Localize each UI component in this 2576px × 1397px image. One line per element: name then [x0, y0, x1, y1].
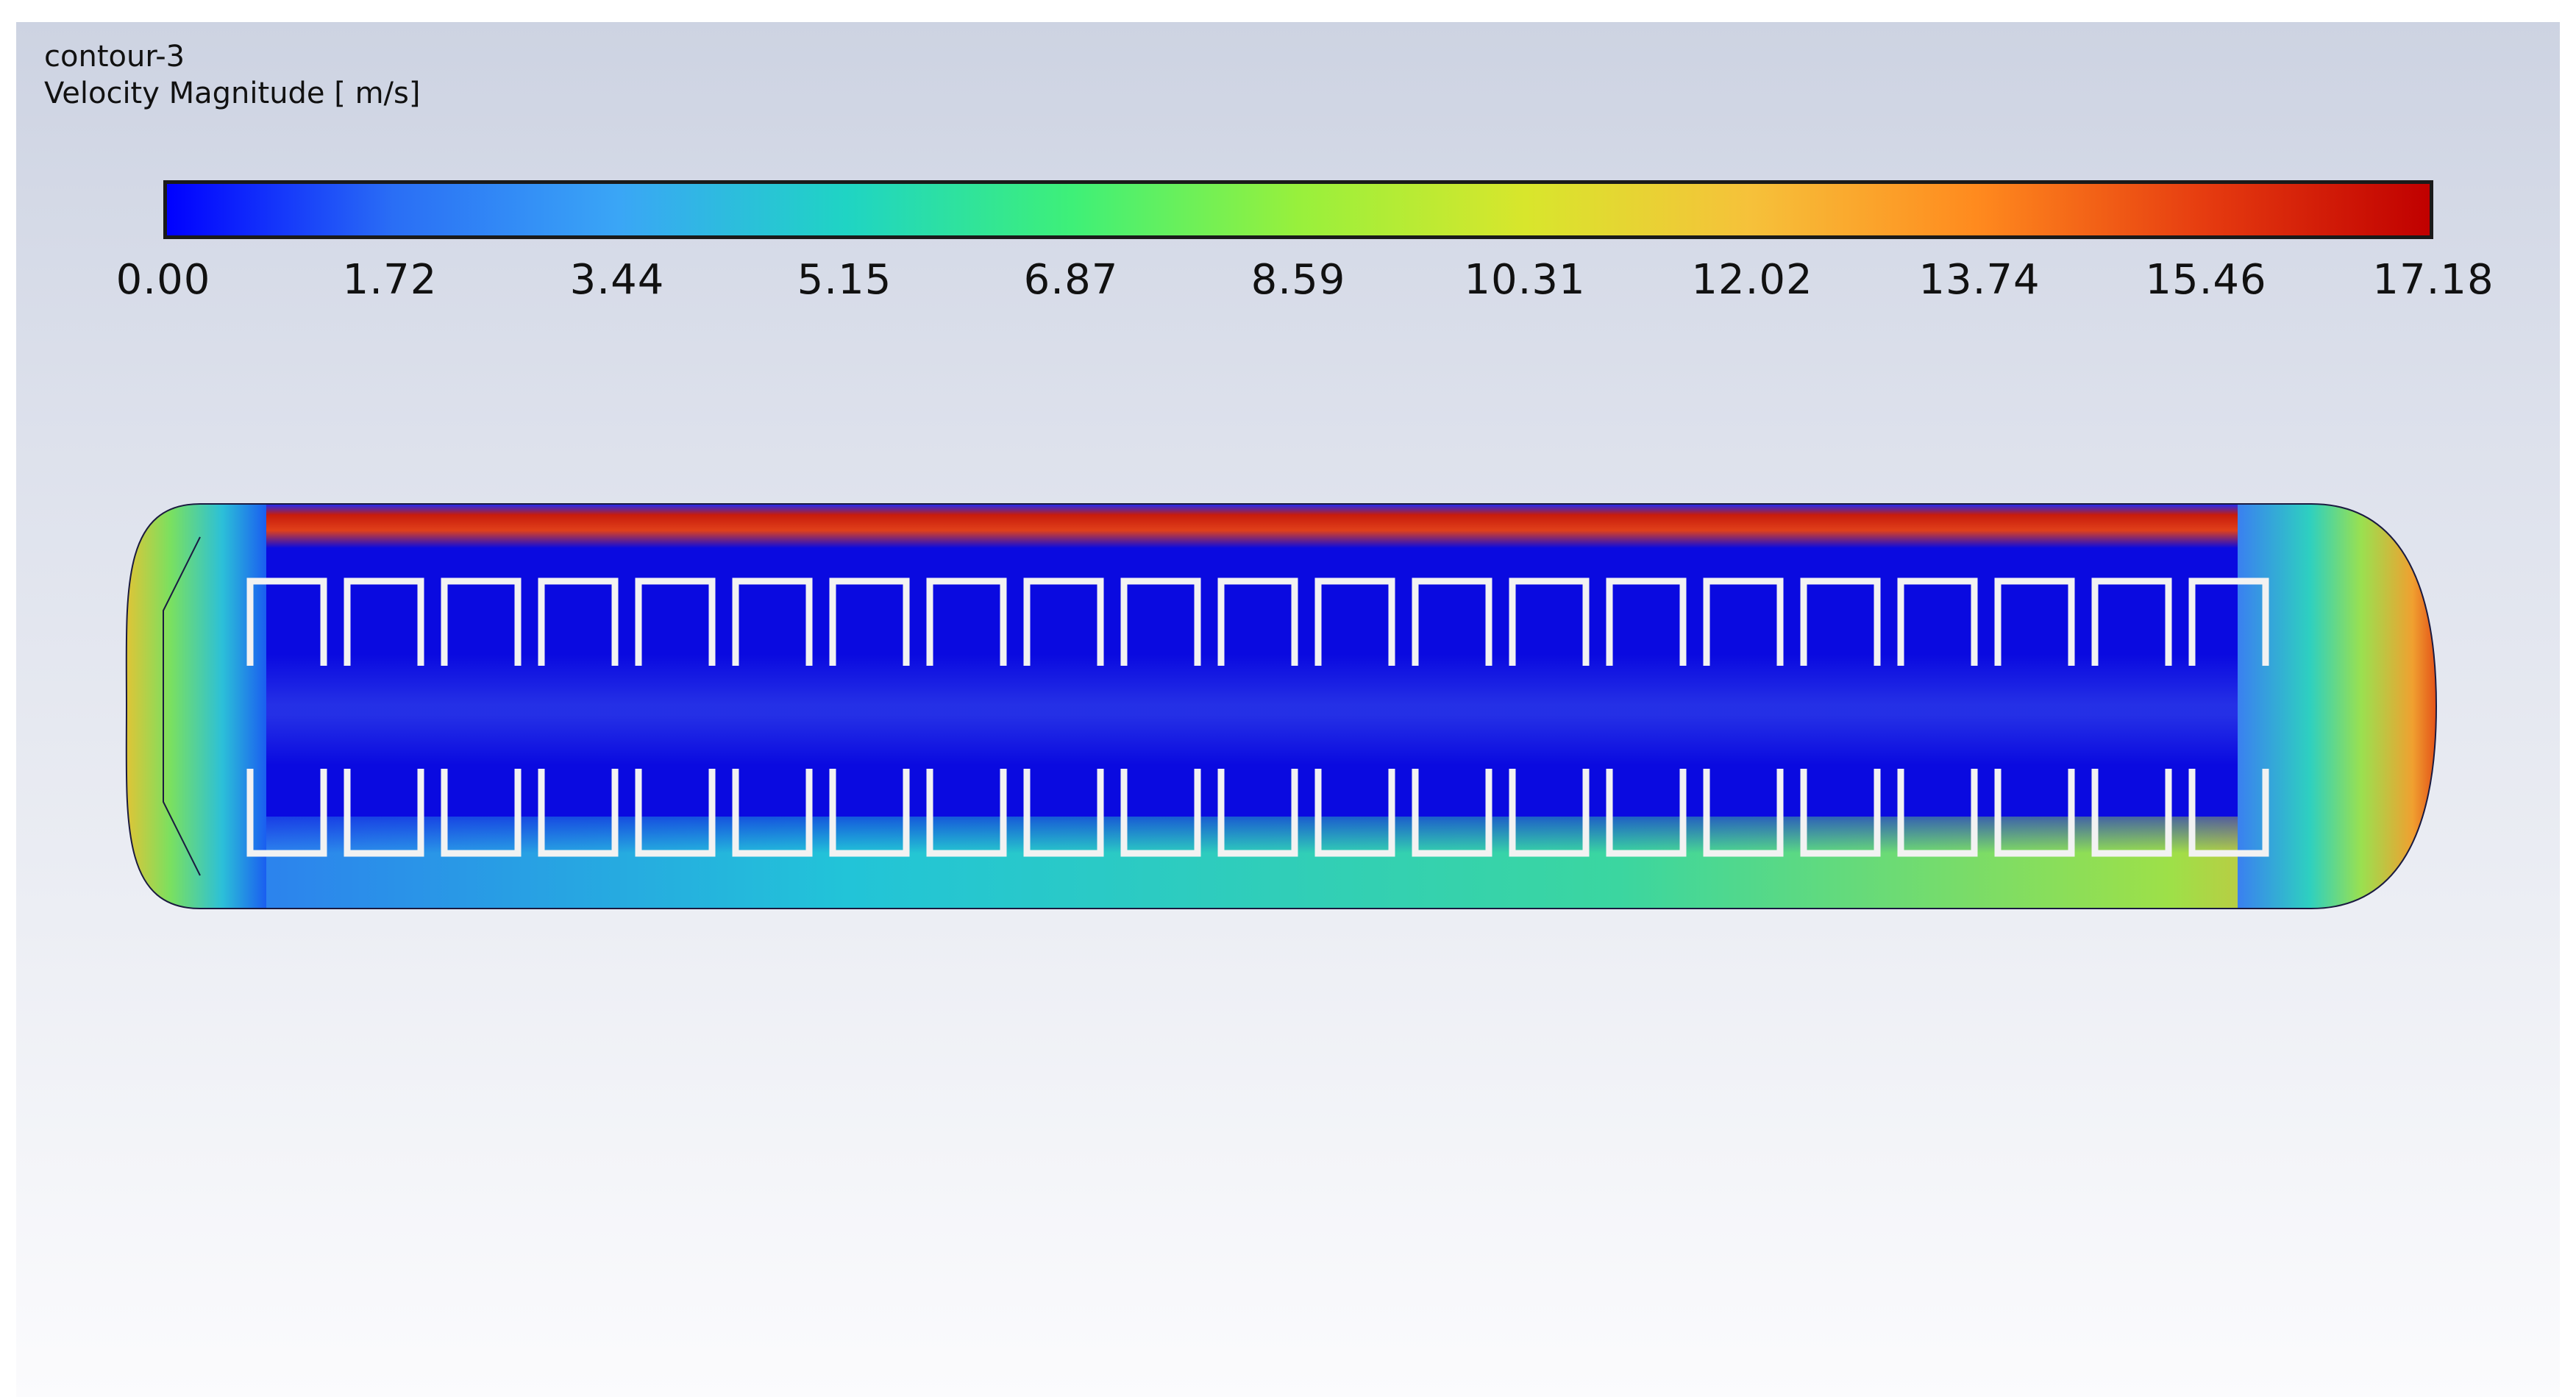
legend-tick-label: 15.46	[2145, 256, 2267, 304]
fin-upper	[538, 577, 619, 666]
graphics-viewport[interactable]: contour-3 Velocity Magnitude [ m/s] 0.00…	[16, 22, 2560, 1397]
fin-upper	[1703, 577, 1784, 666]
fin-lower	[1314, 769, 1395, 857]
legend-tick-label: 12.02	[1691, 256, 1813, 304]
legend-tick-label: 1.72	[342, 256, 438, 304]
fin-lower	[1412, 769, 1492, 857]
fin-upper	[829, 577, 910, 666]
legend-tick-label: 13.74	[1918, 256, 2040, 304]
fin-lower	[635, 769, 716, 857]
bottom-wall-fade	[185, 795, 2392, 853]
fin-lower	[732, 769, 813, 857]
fin-upper	[1897, 577, 1978, 666]
fin-upper	[1994, 577, 2075, 666]
fin-lower	[1800, 769, 1881, 857]
fin-upper	[926, 577, 1007, 666]
fin-array	[246, 577, 2269, 857]
fin-lower	[1023, 769, 1104, 857]
inlet-region	[126, 504, 266, 909]
fin-upper	[732, 577, 813, 666]
center-channel	[230, 655, 2289, 765]
fin-lower	[1703, 769, 1784, 857]
contour-field	[126, 504, 2436, 909]
legend-tick-label: 5.15	[797, 256, 892, 304]
legend-tick-label: 3.44	[569, 256, 665, 304]
legend-tick-label: 0.00	[115, 256, 211, 304]
legend-tick-label: 10.31	[1464, 256, 1586, 304]
fin-upper	[2091, 577, 2172, 666]
fin-upper	[635, 577, 716, 666]
fin-lower	[829, 769, 910, 857]
fin-lower	[441, 769, 522, 857]
fin-upper	[344, 577, 424, 666]
fin-upper	[441, 577, 522, 666]
fin-upper	[1314, 577, 1395, 666]
plot-title-block: contour-3 Velocity Magnitude [ m/s]	[44, 38, 420, 112]
fin-upper	[2188, 577, 2269, 666]
fin-upper	[1800, 577, 1881, 666]
fin-upper	[1606, 577, 1687, 666]
velocity-contour-plot	[125, 503, 2438, 909]
fin-upper	[1217, 577, 1298, 666]
fin-lower	[344, 769, 424, 857]
color-legend-bar	[163, 180, 2433, 239]
domain-outline	[125, 503, 2438, 909]
fin-lower	[1606, 769, 1687, 857]
fin-upper	[1120, 577, 1201, 666]
variable-label: Velocity Magnitude [ m/s]	[44, 77, 421, 110]
fin-upper	[246, 577, 327, 666]
contour-name-label: contour-3	[44, 40, 185, 74]
fin-lower	[1120, 769, 1201, 857]
fin-lower	[1994, 769, 2075, 857]
fin-lower	[2188, 769, 2269, 857]
top-wall-flow	[185, 504, 2333, 548]
fin-lower	[246, 769, 327, 857]
fin-lower	[1509, 769, 1590, 857]
color-legend-tick-labels: 0.00 1.72 3.44 5.15 6.87 8.59 10.31 12.0…	[16, 256, 2560, 315]
legend-tick-label: 6.87	[1023, 256, 1119, 304]
legend-tick-label: 8.59	[1250, 256, 1346, 304]
fin-lower	[1217, 769, 1298, 857]
legend-tick-label: 17.18	[2372, 256, 2494, 304]
fin-lower	[1897, 769, 1978, 857]
inlet-baffle	[163, 536, 201, 876]
fin-upper	[1509, 577, 1590, 666]
fin-upper	[1023, 577, 1104, 666]
fin-lower	[926, 769, 1007, 857]
outlet-region	[2238, 504, 2436, 909]
fin-lower	[2091, 769, 2172, 857]
fin-upper	[1412, 577, 1492, 666]
fin-lower	[538, 769, 619, 857]
